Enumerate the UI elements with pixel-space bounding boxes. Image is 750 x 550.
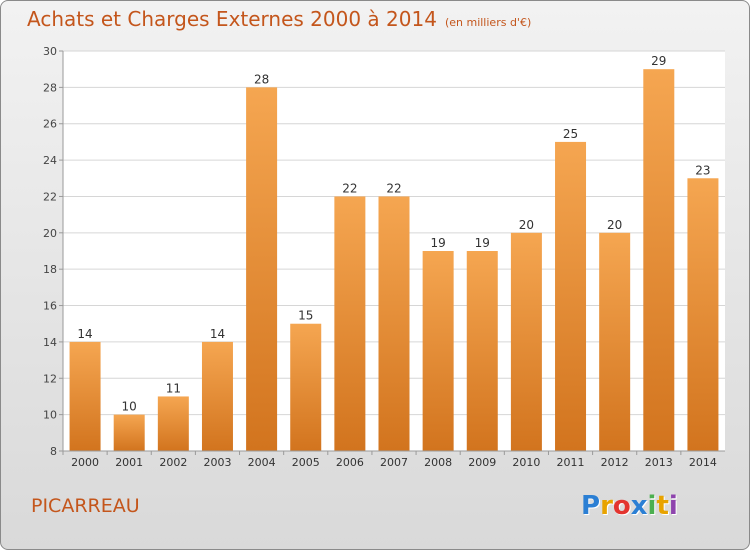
bar [510,232,542,451]
bars [69,69,719,452]
bar [643,69,675,451]
bar [422,251,454,451]
value-label: 22 [386,181,401,195]
y-tick-label: 10 [43,409,57,422]
bar [157,396,189,451]
y-tick-labels: 8 10 12 14 16 18 20 22 24 26 28 30 [43,45,57,458]
value-label: 19 [475,236,490,250]
logo-letter: o [612,491,631,521]
bar [201,341,233,451]
y-tick-label: 16 [43,300,57,313]
value-label: 29 [651,54,666,68]
value-label: 11 [166,381,181,395]
x-tick-label: 2001 [115,456,143,469]
value-labels: 14 10 11 14 28 15 22 22 19 19 20 25 20 29 23 [77,54,710,413]
y-tick-label: 12 [43,372,57,385]
value-label: 20 [519,218,534,232]
x-tick-labels: 2000 2001 2002 2003 2004 2005 2006 2007 2008 2009… [62,451,717,469]
x-tick-label: 2003 [203,456,231,469]
logo-letter: i [668,491,678,521]
value-label: 15 [298,309,313,323]
y-tick-label: 24 [43,154,57,167]
bar [555,141,587,451]
logo-letter: i [647,491,657,521]
x-tick-label: 2011 [557,456,585,469]
y-tick-label: 8 [50,445,57,458]
x-tick-label: 2012 [601,456,629,469]
x-tick-label: 2009 [468,456,496,469]
logo-letter: x [630,491,648,521]
value-label: 10 [122,400,137,414]
bar [69,341,101,451]
y-tick-label: 28 [43,81,57,94]
value-label: 19 [430,236,445,250]
x-tick-label: 2005 [292,456,320,469]
y-tick-label: 30 [43,45,57,58]
value-label: 14 [77,327,92,341]
bar [246,87,278,451]
bar [687,178,719,452]
x-tick-label: 2013 [645,456,673,469]
y-tick-label: 22 [43,190,57,203]
value-label: 22 [342,181,357,195]
chart-title-text: Achats et Charges Externes 2000 à 2014 [27,7,437,31]
value-label: 14 [210,327,225,341]
value-label: 28 [254,72,269,86]
y-tick-label: 18 [43,263,57,276]
location-name: PICARREAU [31,495,140,517]
y-tick-label: 26 [43,118,57,131]
x-tick-label: 2000 [71,456,99,469]
x-tick-label: 2010 [512,456,540,469]
x-tick-label: 2002 [159,456,187,469]
bar [378,196,410,451]
proxiti-logo: Proxiti [581,491,678,521]
logo-letter: r [600,491,613,521]
bar [113,414,145,451]
logo-letter: t [656,491,669,521]
logo-letter: P [581,491,601,521]
y-tick-label: 20 [43,227,57,240]
value-label: 25 [563,127,578,141]
bar [334,196,366,451]
bar [599,232,631,451]
bar [466,251,498,451]
bar [290,323,322,451]
x-tick-label: 2004 [248,456,276,469]
y-tick-label: 14 [43,336,57,349]
x-tick-label: 2014 [689,456,717,469]
value-label: 20 [607,218,622,232]
x-tick-label: 2007 [380,456,408,469]
value-label: 23 [695,163,710,177]
x-tick-label: 2006 [336,456,364,469]
x-tick-label: 2008 [424,456,452,469]
chart-unit: (en milliers d'€) [444,16,532,29]
chart-title: Achats et Charges Externes 2000 à 2014 (e… [27,7,531,31]
